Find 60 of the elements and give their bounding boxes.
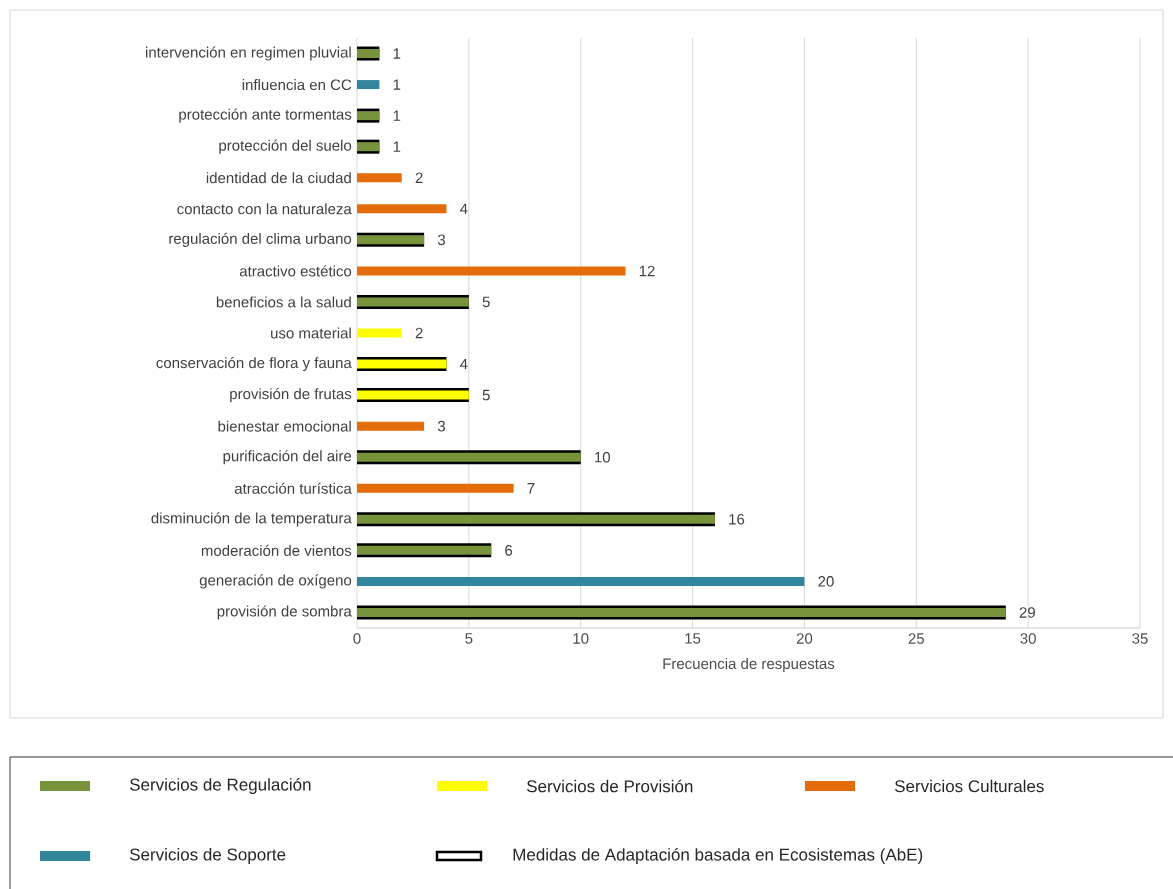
y-tick-label: provisión de frutas [230,388,352,403]
y-tick-label: contacto con la naturaleza [177,203,352,215]
x-tick-label: 20 [796,633,813,644]
y-tick-label: disminución de la temperatura [151,512,352,527]
data-label: 1 [393,48,401,59]
data-label: 10 [595,451,610,463]
data-label: 6 [505,545,513,556]
data-label: 20 [818,576,834,587]
y-tick-label: generación de oxígeno [199,574,352,589]
legend-label: Medidas de Adaptación basada en Ecosistemas (AbE) [513,847,923,865]
bar [357,421,425,431]
bar [357,266,626,276]
x-tick-label: 0 [353,633,361,644]
y-tick-label: protección ante tormentas [179,108,352,123]
x-tick-label: 5 [465,633,473,644]
x-axis-title: Frecuencia de respuestas [663,658,835,672]
data-label: 3 [437,420,445,432]
data-label: 29 [1019,607,1035,618]
x-tick-label: 15 [685,633,701,644]
data-label: 1 [393,141,401,152]
y-tick-label: atracción turística [234,482,352,494]
bar [357,328,402,338]
y-tick-label: regulación del clima urbano [169,232,352,247]
y-tick-label: identidad de la ciudad [206,172,351,184]
y-tick-label: protección del suelo [219,139,352,154]
y-tick-label: beneficios a la salud [216,296,351,308]
x-tick-label: 35 [1132,633,1148,644]
data-label: 5 [482,296,490,308]
data-label: 2 [415,327,423,339]
data-label: 4 [460,358,468,370]
legend-label: Servicios de Regulación [129,777,311,795]
y-tick-label: conservación de flora y fauna [156,356,352,372]
legend-label: Servicios de Soporte [129,848,286,864]
x-tick-label: 10 [573,633,589,644]
y-tick-label: influencia en CC [242,79,352,91]
y-tick-label: bienestar emocional [218,420,351,432]
data-label: 2 [415,172,423,183]
data-label: 7 [527,483,535,494]
bar [357,483,514,493]
legend-label: Servicios de Provisión [526,779,693,793]
data-label: 3 [437,234,445,246]
bar [357,80,380,90]
y-tick-label: intervención en regimen pluvial [146,46,351,61]
y-tick-label: purificación del aire [223,450,352,465]
data-label: 16 [729,514,745,525]
bar [357,173,402,183]
data-label: 1 [393,110,401,121]
bar [357,204,447,214]
bar [357,576,805,586]
y-tick-label: provisión de sombra [217,605,352,620]
legend-label: Servicios Culturales [894,779,1044,793]
data-label: 5 [482,389,490,401]
y-tick-label: uso material [271,327,351,339]
y-tick-label: atractivo estético [239,265,352,277]
x-tick-label: 30 [1020,633,1036,644]
data-label: 4 [460,203,468,214]
y-tick-label: moderación de vientos [201,544,352,556]
data-label: 1 [393,79,401,90]
data-label: 12 [639,265,655,277]
x-tick-label: 25 [908,633,924,644]
